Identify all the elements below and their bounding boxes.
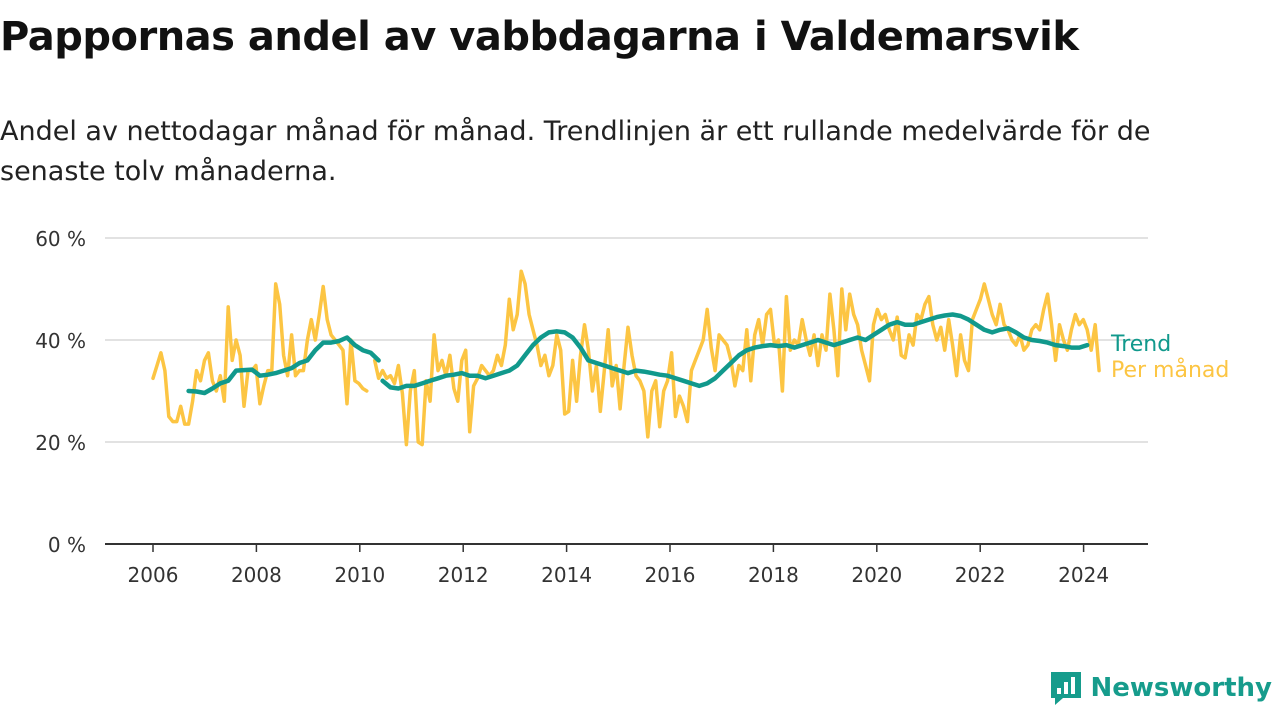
x-tick-label: 2022: [955, 563, 1006, 587]
y-tick-label: 40 %: [35, 329, 86, 353]
x-tick-label: 2012: [438, 563, 489, 587]
x-tick-label: 2014: [541, 563, 592, 587]
axes: 0 % 20 % 40 % 60 % 2006 2008 2010 2012 2014 2016 2…: [35, 227, 1148, 587]
x-tick-label: 2006: [128, 563, 179, 587]
series-lines: [151, 269, 1101, 447]
y-tick-label: 0 %: [48, 533, 86, 557]
per-manad-line: [372, 269, 1101, 447]
x-tick-label: 2020: [851, 563, 902, 587]
trend-line: [186, 335, 381, 396]
per-manad-line: [151, 282, 369, 426]
x-tick-label: 2018: [748, 563, 799, 587]
brand-name: Newsworthy: [1090, 673, 1272, 703]
x-tick-label: 2016: [645, 563, 696, 587]
x-tick-label: 2008: [231, 563, 282, 587]
y-tick-label: 20 %: [35, 431, 86, 455]
brand-logo: Newsworthy: [1049, 670, 1272, 706]
chart-subtitle: Andel av nettodagar månad för månad. Tre…: [0, 116, 1151, 187]
y-tick-label: 60 %: [35, 227, 86, 251]
per-manad-label: Per månad: [1111, 357, 1229, 383]
trend-label: Trend: [1110, 332, 1171, 357]
trend-line: [380, 312, 1090, 391]
x-tick-label: 2010: [334, 563, 385, 587]
newsworthy-logo-icon: [1050, 672, 1081, 705]
chart-title: Pappornas andel av vabbdagarna i Valdema…: [0, 14, 1079, 60]
x-tick-label: 2024: [1058, 563, 1109, 587]
